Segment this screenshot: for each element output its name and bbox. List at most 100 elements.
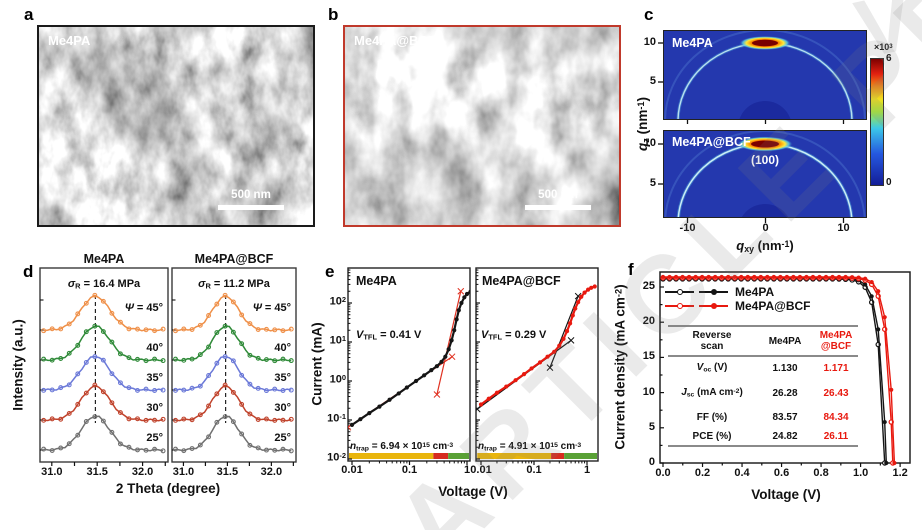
data-marker-filled xyxy=(889,387,894,392)
data-marker xyxy=(160,326,166,332)
data-marker xyxy=(468,289,470,294)
d-axis-box xyxy=(39,267,169,463)
f-x-tick-label: 0.4 xyxy=(734,467,750,479)
fit-end-cross-icon xyxy=(567,337,575,344)
d-curve-30 xyxy=(173,382,294,423)
data-marker xyxy=(255,385,261,391)
data-marker xyxy=(181,448,187,454)
data-marker xyxy=(272,417,278,423)
data-marker-filled xyxy=(876,327,881,332)
data-marker xyxy=(222,382,228,388)
data-marker xyxy=(173,446,178,452)
data-marker-filled xyxy=(673,274,679,280)
data-marker xyxy=(58,445,64,451)
data-marker xyxy=(280,388,286,393)
data-marker xyxy=(100,389,106,395)
data-marker-filled xyxy=(771,274,776,280)
d-curve-25 xyxy=(173,414,294,454)
table-header-row: Reverse scan Me4PA Me4PA @BCF xyxy=(668,327,858,355)
scalebar-b-text: 500 nm xyxy=(538,189,578,201)
e-x-tick-label: 0.1 xyxy=(526,464,542,476)
data-marker xyxy=(255,417,261,422)
data-marker xyxy=(152,356,158,362)
d-curve-45 xyxy=(41,292,166,334)
data-marker xyxy=(222,323,228,329)
data-marker xyxy=(264,357,269,363)
beamstop-shadow xyxy=(739,101,791,120)
d-curve-35 xyxy=(41,354,166,393)
data-marker xyxy=(83,300,89,306)
data-marker xyxy=(189,417,195,423)
data-marker xyxy=(143,447,149,453)
data-marker xyxy=(206,373,212,378)
data-marker xyxy=(576,300,581,305)
giwaxs-title-bottom: Me4PA@BCF xyxy=(672,135,751,149)
data-marker-filled xyxy=(693,274,698,280)
panel-label-b: b xyxy=(328,5,339,24)
e-axis-box xyxy=(475,267,599,462)
data-marker xyxy=(135,416,140,422)
f-x-tick-label: 1.2 xyxy=(892,467,908,479)
data-marker xyxy=(579,294,584,299)
data-marker xyxy=(529,366,534,371)
data-marker xyxy=(230,299,236,305)
data-marker xyxy=(561,336,566,342)
panel-label-c: c xyxy=(644,5,654,24)
colorbar-min: 0 xyxy=(886,177,892,188)
data-marker xyxy=(452,328,457,333)
data-marker-filled xyxy=(732,274,737,280)
data-marker xyxy=(230,389,236,395)
data-marker-filled xyxy=(680,274,685,280)
data-marker xyxy=(521,372,527,377)
e-region-band xyxy=(564,453,597,459)
table-header-scan: Reverse scan xyxy=(692,330,732,352)
data-marker xyxy=(126,355,132,361)
legend-line-open xyxy=(665,303,694,309)
d-x-tick-label: 31.0 xyxy=(41,466,63,478)
data-marker-filled xyxy=(884,460,889,466)
f-x-tick-label: 1.0 xyxy=(852,467,869,479)
data-marker xyxy=(288,416,294,422)
data-marker xyxy=(592,284,597,289)
data-marker xyxy=(75,432,81,438)
scalebar-a-text: 500 nm xyxy=(231,189,271,201)
data-marker-filled xyxy=(752,274,757,280)
fit-end-cross-icon xyxy=(448,353,456,361)
data-marker xyxy=(377,404,382,409)
data-marker xyxy=(92,414,98,420)
data-marker xyxy=(100,418,106,424)
data-marker xyxy=(58,385,64,391)
d-psi-label: 35° xyxy=(146,372,163,384)
e-left-ntrap-annotation: ntrap = 6.94 × 1015 cm-3 xyxy=(350,441,454,453)
scalebar-b xyxy=(525,205,591,210)
data-marker xyxy=(387,397,392,402)
data-marker xyxy=(272,386,278,392)
data-marker xyxy=(367,411,372,416)
data-marker xyxy=(181,387,187,393)
e-y-tick-label: 10-1 xyxy=(327,412,346,425)
d-psi-label: 25° xyxy=(274,432,291,444)
legend-label: Me4PA xyxy=(735,285,775,299)
data-marker xyxy=(557,343,562,348)
data-marker-filled xyxy=(836,274,842,280)
data-marker-filled xyxy=(863,282,868,287)
data-marker xyxy=(173,417,178,423)
f-y-tick-label: 10 xyxy=(642,385,655,398)
data-marker xyxy=(255,445,261,451)
data-marker xyxy=(160,387,166,393)
data-marker xyxy=(456,308,461,313)
data-marker xyxy=(222,292,228,298)
f-axis-box xyxy=(659,271,911,464)
panel-label-d: d xyxy=(23,262,34,281)
f-x-tick-label: 0.8 xyxy=(813,467,829,479)
data-marker xyxy=(429,368,434,373)
data-marker-filled xyxy=(791,274,796,280)
data-marker xyxy=(247,381,253,387)
data-marker xyxy=(66,410,72,416)
panel-label-e: e xyxy=(325,262,335,281)
data-marker xyxy=(349,422,355,427)
data-marker xyxy=(143,358,149,364)
data-marker xyxy=(255,355,261,361)
data-marker xyxy=(49,416,55,422)
table-rule xyxy=(668,445,858,447)
